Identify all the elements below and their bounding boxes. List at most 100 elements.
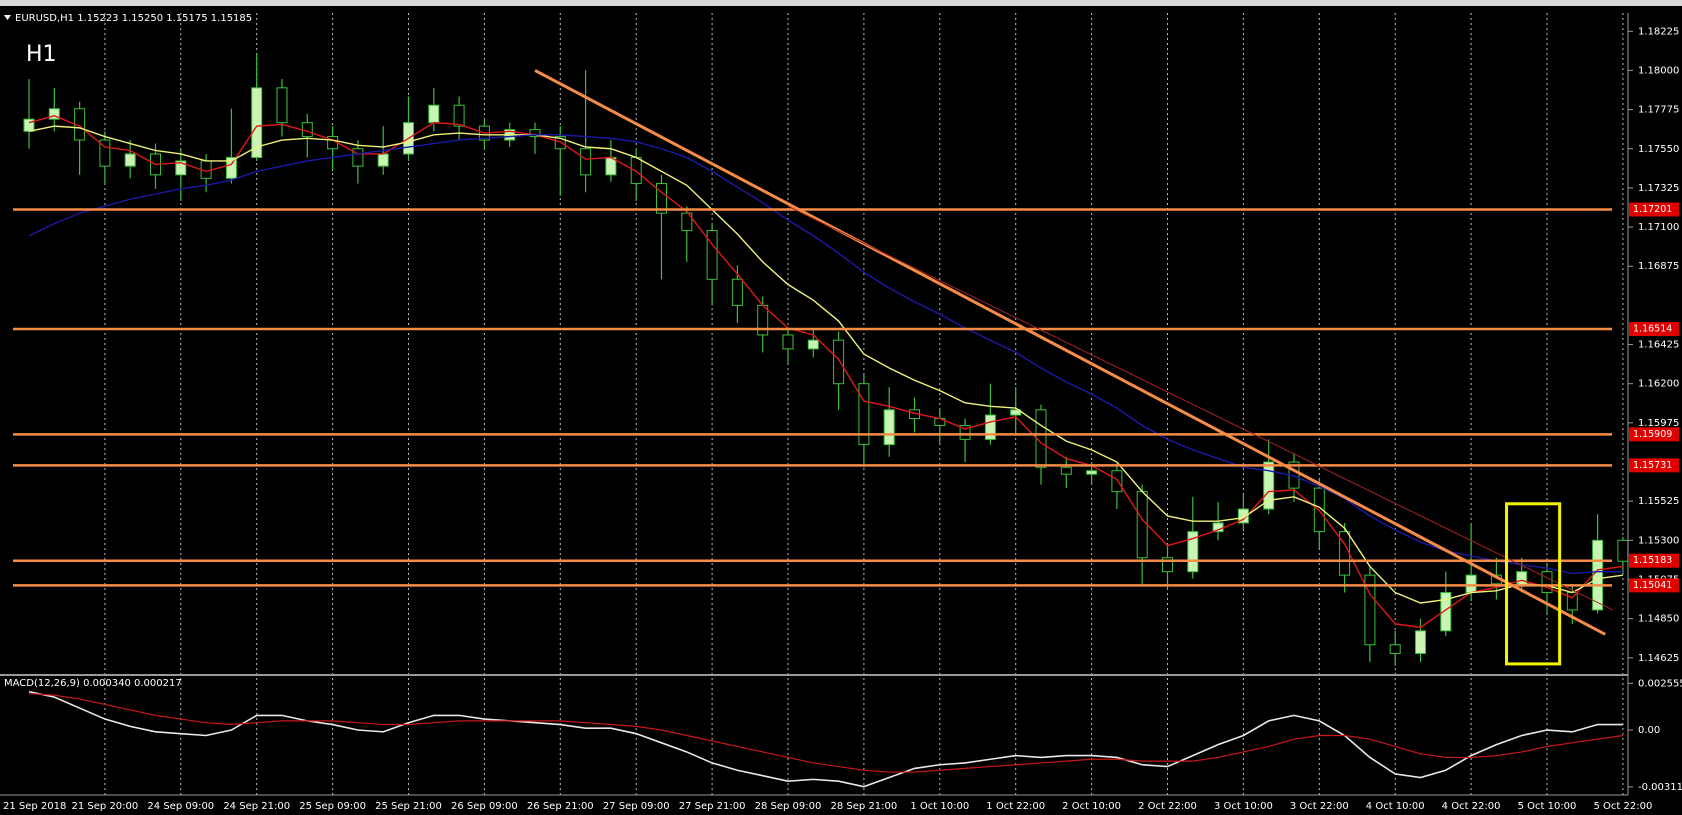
x-tick-label: 2 Oct 22:00	[1138, 801, 1197, 812]
line-layer	[28, 114, 1623, 788]
x-tick-label: 3 Oct 22:00	[1290, 801, 1349, 812]
x-tick-label: 28 Sep 21:00	[831, 801, 898, 812]
trendline	[787, 205, 1613, 611]
trendline	[534, 69, 1606, 636]
x-tick-label: 24 Sep 09:00	[147, 801, 214, 812]
candle-body	[1440, 592, 1452, 632]
y-tick-label: 1.17325	[1638, 183, 1679, 194]
y-tick-label: 0.00	[1638, 725, 1660, 736]
candle-body	[453, 104, 465, 127]
level-tag	[1629, 553, 1679, 568]
candle-body	[1187, 531, 1199, 573]
timeframe-label: H1	[26, 42, 57, 67]
candle-body	[1592, 539, 1604, 611]
candle-body	[984, 414, 996, 440]
x-tick-label: 3 Oct 10:00	[1214, 801, 1273, 812]
y-tick-label: 1.15975	[1638, 418, 1679, 429]
candle-body	[1541, 571, 1553, 594]
highlight-box	[1505, 502, 1562, 666]
y-tick-label: 1.16425	[1638, 340, 1679, 351]
level-label: 1.15909	[1633, 429, 1672, 440]
x-tick-label: 5 Oct 10:00	[1518, 801, 1577, 812]
candle-body	[630, 156, 642, 185]
overlay-layer	[13, 69, 1613, 666]
macd-line	[28, 692, 1623, 773]
y-tick-label: 1.15300	[1638, 535, 1679, 546]
x-tick-label: 1 Oct 10:00	[910, 801, 969, 812]
x-tick-label: 2 Oct 10:00	[1062, 801, 1121, 812]
axis-layer: EURUSD,H1 1.15223 1.15250 1.15175 1.1518…	[0, 13, 1682, 812]
x-tick-label: 26 Sep 21:00	[527, 801, 594, 812]
moving-average	[28, 114, 1623, 629]
macd-line	[28, 690, 1623, 788]
level-tag	[1629, 427, 1679, 442]
x-tick-label: 4 Oct 10:00	[1366, 801, 1425, 812]
y-tick-label: 1.16200	[1638, 379, 1679, 390]
candle-body	[48, 108, 60, 120]
x-tick-label: 27 Sep 21:00	[679, 801, 746, 812]
y-tick-label: -0.003113	[1638, 782, 1682, 793]
x-tick-label: 21 Sep 20:00	[72, 801, 139, 812]
candle-body	[225, 156, 237, 179]
candle-body	[1566, 592, 1578, 611]
y-tick-label: 1.18000	[1638, 65, 1679, 76]
level-tag	[1629, 202, 1679, 217]
x-tick-label: 25 Sep 09:00	[299, 801, 366, 812]
menu-triangle[interactable]	[4, 15, 11, 20]
level-label: 1.17201	[1633, 204, 1672, 215]
x-tick-label: 28 Sep 09:00	[755, 801, 822, 812]
level-label: 1.15041	[1633, 580, 1672, 591]
y-tick-label: 0.002555	[1638, 678, 1682, 689]
candle-body	[580, 148, 592, 176]
candle-body	[1389, 644, 1401, 654]
candle-body	[1415, 630, 1426, 654]
candle-body	[656, 183, 667, 214]
x-tick-label: 21 Sep 2018	[3, 801, 66, 812]
level-label: 1.16514	[1633, 324, 1672, 335]
candle-body	[858, 383, 870, 446]
candle-body	[1086, 470, 1098, 475]
candle-body	[883, 409, 895, 446]
candle-body	[251, 87, 263, 158]
toolbar-strip	[0, 0, 1682, 6]
y-tick-label: 1.14625	[1638, 653, 1679, 664]
candle-body	[1237, 508, 1249, 524]
candle-body	[1465, 574, 1477, 594]
y-tick-label: 1.16875	[1638, 261, 1679, 272]
candle-body	[301, 122, 313, 138]
candle-body	[1162, 557, 1173, 573]
candle-body	[833, 339, 845, 385]
y-tick-label: 1.17775	[1638, 105, 1679, 116]
x-tick-label: 27 Sep 09:00	[603, 801, 670, 812]
candle-body	[1111, 470, 1123, 493]
level-tag	[1629, 578, 1679, 593]
candle-body	[1263, 461, 1275, 510]
candle-body	[1136, 491, 1148, 559]
level-label: 1.15183	[1633, 555, 1672, 566]
candle-body	[175, 160, 187, 176]
chart-header: EURUSD,H1 1.15223 1.15250 1.15175 1.1518…	[15, 13, 252, 24]
candle-body	[757, 304, 769, 336]
candle-body	[1060, 466, 1072, 475]
candle-body	[377, 153, 389, 167]
level-tag	[1629, 458, 1679, 473]
candle-body	[352, 148, 364, 167]
candle-body	[681, 212, 693, 232]
candle-body	[1010, 409, 1022, 416]
moving-average	[28, 125, 1623, 604]
x-tick-label: 24 Sep 21:00	[223, 801, 290, 812]
moving-average	[28, 134, 1623, 575]
candle-body	[959, 424, 971, 440]
y-tick-label: 1.17550	[1638, 144, 1679, 155]
candle-body	[1617, 539, 1629, 562]
x-tick-label: 4 Oct 22:00	[1442, 801, 1501, 812]
macd-label: MACD(12,26,9) 0.000340 0.000217	[4, 678, 182, 689]
x-tick-label: 26 Sep 09:00	[451, 801, 518, 812]
candle-body	[124, 153, 136, 167]
x-tick-label: 1 Oct 22:00	[986, 801, 1045, 812]
candle-body	[706, 230, 718, 280]
y-tick-label: 1.14850	[1638, 614, 1679, 625]
